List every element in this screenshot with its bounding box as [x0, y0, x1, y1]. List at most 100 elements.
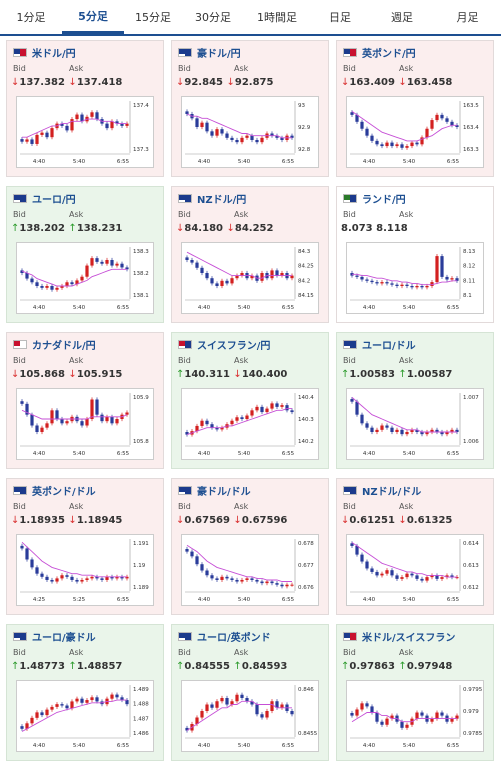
candlestick-chart[interactable]: 137.4 137.3 4:40 5:40 6:55 [16, 96, 154, 168]
candlestick-chart[interactable]: 1.489 1.488 1.487 1.486 4:40 5:40 6:55 [16, 680, 154, 752]
x-tick-label: 5:40 [73, 743, 86, 749]
y-tick-label: 1.19 [133, 563, 146, 569]
pair-link[interactable]: 豪ドル/ドル [197, 486, 251, 498]
moving-average-line [22, 118, 127, 138]
currency-card[interactable]: NZドル/円 Bid Ask ↓84.180 ↓84.252 84.3 84.25 84.2… [171, 186, 329, 323]
ask-label: Ask [69, 356, 84, 365]
candle-body [220, 576, 224, 580]
currency-card[interactable]: 豪ドル/円 Bid Ask ↓92.845 ↓92.875 93 92.9 92.8 4:40… [171, 40, 329, 177]
tab-30min[interactable]: 30分足 [195, 11, 231, 24]
candle-body [415, 286, 419, 288]
bid-value: 138.202 [19, 223, 65, 234]
y-tick-label: 0.9795 [463, 687, 483, 693]
flag-base-part [344, 48, 350, 54]
chart-svg: 1.489 1.488 1.487 1.486 4:40 5:40 6:55 [20, 685, 149, 749]
candle-body [430, 282, 434, 286]
candle-body [350, 712, 354, 716]
candlestick-chart[interactable]: 84.3 84.25 84.2 84.15 4:40 5:40 6:55 [181, 242, 319, 314]
currency-card[interactable]: NZドル/ドル Bid Ask ↓0.61251 ↓0.61325 0.614 0.613… [336, 478, 494, 615]
candle-body [235, 275, 239, 279]
currency-card[interactable]: 米ドル/円 Bid Ask ↓137.382 ↓137.418 137.4 137.3 4:… [6, 40, 164, 177]
candle-body [35, 282, 39, 286]
y-tick-label: 1.189 [133, 585, 149, 591]
x-tick-label: 4:40 [33, 159, 46, 165]
ask-value: 105.915 [76, 369, 123, 380]
tab-monthly[interactable]: 月足 [456, 11, 479, 24]
candlestick-chart[interactable]: 93 92.9 92.8 4:40 5:40 6:55 [181, 96, 319, 168]
candle-body [445, 276, 449, 280]
pair-link[interactable]: ユーロ/豪ドル [32, 632, 96, 644]
candle-body [410, 142, 414, 147]
candlestick-chart[interactable]: 138.3 138.2 138.1 4:40 5:40 6:55 [16, 242, 154, 314]
x-tick-label: 4:40 [363, 451, 376, 457]
candlestick-chart[interactable]: 1.007 1.006 4:40 5:40 6:55 [346, 388, 484, 460]
tab-daily[interactable]: 日足 [329, 11, 351, 24]
pair-link[interactable]: ユーロ/ドル [362, 340, 416, 352]
card-header: 英ポンド/円 [343, 45, 416, 60]
currency-card[interactable]: ユーロ/英ポンド Bid Ask ↑0.84555 ↑0.84593 0.846 0.84… [171, 624, 329, 761]
candlestick-chart[interactable]: 105.9 105.8 4:40 5:40 6:55 [16, 388, 154, 460]
card-header: NZドル/ドル [343, 483, 422, 498]
tab-weekly[interactable]: 週足 [391, 11, 413, 24]
pair-link[interactable]: ユーロ/円 [32, 194, 76, 206]
currency-card[interactable]: スイスフラン/円 Bid Ask ↑140.311 ↓140.400 140.4 140.… [171, 332, 329, 469]
pair-link[interactable]: NZドル/円 [197, 194, 247, 206]
tab-1hour[interactable]: 1時間足 [257, 11, 297, 24]
flag-quote-part [350, 340, 356, 348]
pair-link[interactable]: 英ポンド/円 [362, 48, 416, 60]
currency-card[interactable]: ユーロ/円 Bid Ask ↑138.202 ↑138.231 138.3 138.2 13… [6, 186, 164, 323]
tab-1min[interactable]: 1分足 [16, 11, 46, 24]
pair-link[interactable]: 米ドル/スイスフラン [362, 632, 456, 644]
pair-link[interactable]: 豪ドル/円 [197, 48, 241, 60]
pair-link[interactable]: NZドル/ドル [362, 486, 422, 498]
candlestick-chart[interactable]: 140.4 140.3 140.2 4:40 5:40 6:55 [181, 388, 319, 460]
candle-body [195, 118, 199, 127]
flag-base-part [344, 486, 350, 492]
quote-values: ↑0.84555 ↑0.84593 [176, 661, 287, 672]
candle-body [270, 581, 274, 584]
flag-icon [343, 47, 357, 57]
quote-labels: Bid Ask [178, 648, 248, 657]
candle-body [65, 705, 69, 709]
pair-link[interactable]: 米ドル/円 [32, 48, 76, 60]
candle-body [390, 142, 394, 147]
candlestick-chart[interactable]: 0.9795 0.979 0.9785 4:40 5:40 6:55 [346, 680, 484, 752]
currency-card[interactable]: ランド/円 Bid Ask 8.073 8.118 8.13 8.12 8.11 8.1 4:4… [336, 186, 494, 323]
currency-card[interactable]: ユーロ/豪ドル Bid Ask ↑1.48773 ↑1.48857 1.489 1.488… [6, 624, 164, 761]
candlestick-chart[interactable]: 163.5 163.4 163.3 4:40 5:40 6:55 [346, 96, 484, 168]
quote-labels: Bid Ask [343, 648, 413, 657]
pair-link[interactable]: スイスフラン/円 [197, 340, 271, 352]
candle-body [275, 701, 279, 708]
tab-5min[interactable]: 5分足 [62, 0, 124, 34]
pair-link[interactable]: 英ポンド/ドル [32, 486, 96, 498]
pair-link[interactable]: カナダドル/円 [32, 340, 96, 352]
flag-quote-part [350, 194, 356, 202]
candlestick-chart[interactable]: 0.614 0.613 0.612 4:40 5:40 6:55 [346, 534, 484, 606]
candle-body [20, 726, 24, 729]
ask-label: Ask [399, 648, 414, 657]
candlestick-chart[interactable]: 8.13 8.12 8.11 8.1 4:40 5:40 6:55 [346, 242, 484, 314]
currency-card[interactable]: 英ポンド/円 Bid Ask ↓163.409 ↓163.458 163.5 163.4 1… [336, 40, 494, 177]
candle-body [250, 410, 254, 416]
candle-body [240, 694, 244, 698]
pair-link[interactable]: ユーロ/英ポンド [197, 632, 271, 644]
candle-body [400, 144, 404, 148]
candlestick-chart[interactable]: 0.846 0.8455 4:40 5:40 6:55 [181, 680, 319, 752]
candle-body [115, 576, 119, 579]
candle-body [110, 576, 114, 579]
chart-svg: 138.3 138.2 138.1 4:40 5:40 6:55 [20, 247, 149, 311]
ask-value: 138.231 [76, 223, 123, 234]
currency-card[interactable]: 英ポンド/ドル Bid Ask ↓1.18935 ↓1.18945 1.191 1.19 1… [6, 478, 164, 615]
candlestick-chart[interactable]: 1.191 1.19 1.189 4:25 5:25 6:55 [16, 534, 154, 606]
currency-card[interactable]: カナダドル/円 Bid Ask ↓105.868 ↓105.915 105.9 105.8… [6, 332, 164, 469]
candle-body [260, 581, 264, 584]
currency-card[interactable]: 豪ドル/ドル Bid Ask ↓0.67569 ↓0.67596 0.678 0.677 0… [171, 478, 329, 615]
tab-15min[interactable]: 15分足 [135, 11, 171, 24]
pair-link[interactable]: ランド/円 [362, 194, 406, 206]
candle-body [195, 262, 199, 268]
currency-card[interactable]: 米ドル/スイスフラン Bid Ask ↑0.97863 ↑0.97948 0.9795 0… [336, 624, 494, 761]
candle-body [210, 704, 214, 708]
ask-value: 140.400 [241, 369, 288, 380]
candlestick-chart[interactable]: 0.678 0.677 0.676 4:40 5:40 6:55 [181, 534, 319, 606]
currency-card[interactable]: ユーロ/ドル Bid Ask ↑1.00583 ↑1.00587 1.007 1.006 4… [336, 332, 494, 469]
